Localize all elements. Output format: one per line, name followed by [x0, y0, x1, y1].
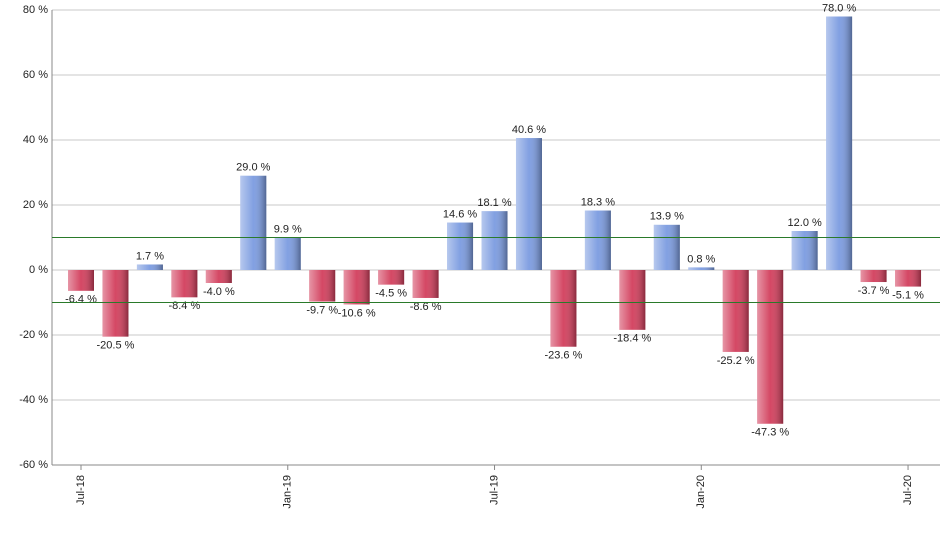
bar-shading — [240, 175, 267, 270]
value-label: -47.3 % — [751, 427, 789, 439]
bar-shading — [515, 138, 542, 270]
bar-shading — [205, 270, 232, 283]
bar-shading — [309, 270, 336, 302]
bar-shading — [136, 264, 163, 270]
y-tick-label: 40 % — [23, 134, 48, 146]
value-label: -6.4 % — [65, 294, 97, 306]
value-label: -3.7 % — [858, 285, 890, 297]
y-tick-label: 80 % — [23, 4, 48, 16]
value-label: -4.0 % — [203, 286, 235, 298]
value-label: -23.6 % — [544, 350, 582, 362]
y-tick-label: -40 % — [19, 394, 48, 406]
y-tick-label: 20 % — [23, 199, 48, 211]
bar-shading — [412, 270, 439, 298]
bar-shading — [343, 270, 370, 305]
bar-shading — [860, 270, 887, 283]
bar-shading — [688, 267, 715, 270]
bar-shading — [481, 211, 508, 270]
value-label: 14.6 % — [443, 208, 477, 220]
bar-shading — [102, 270, 129, 337]
value-label: 9.9 % — [274, 224, 302, 236]
bar-shading — [826, 16, 853, 270]
value-label: 1.7 % — [136, 250, 164, 262]
y-tick-label: -60 % — [19, 459, 48, 471]
y-tick-label: 60 % — [23, 69, 48, 81]
value-label: -10.6 % — [338, 307, 376, 319]
x-tick-label: Jul-18 — [75, 475, 87, 505]
value-label: 18.1 % — [477, 197, 511, 209]
bar-shading — [447, 222, 474, 270]
value-label: 18.3 % — [581, 196, 615, 208]
value-label: -20.5 % — [96, 340, 134, 352]
bar-shading — [619, 270, 646, 330]
value-label: 12.0 % — [788, 217, 822, 229]
bar-shading — [68, 270, 94, 291]
y-tick-label: 0 % — [29, 264, 48, 276]
value-label: 78.0 % — [822, 2, 856, 14]
value-label: -8.6 % — [410, 301, 442, 313]
x-tick-label: Jan-19 — [282, 475, 294, 509]
x-tick-label: Jul-19 — [488, 475, 500, 505]
bar-shading — [171, 270, 198, 298]
bar-shading — [791, 231, 818, 270]
bar-shading — [722, 270, 749, 352]
bar-shading — [584, 210, 611, 270]
bar-shading — [757, 270, 784, 424]
bar-shading — [895, 270, 922, 287]
bar-shading — [378, 270, 405, 285]
value-label: -5.1 % — [892, 289, 924, 301]
value-label: 0.8 % — [687, 253, 715, 265]
bar-shading — [274, 237, 301, 270]
x-tick-label: Jul-20 — [902, 475, 914, 505]
x-tick-label: Jan-20 — [695, 475, 707, 509]
bar-shading — [550, 270, 577, 347]
value-label: -4.5 % — [375, 288, 407, 300]
value-label: 40.6 % — [512, 124, 546, 136]
bar-shading — [653, 224, 680, 270]
value-label: -25.2 % — [717, 355, 755, 367]
value-label: 29.0 % — [236, 162, 270, 174]
value-label: -18.4 % — [613, 333, 651, 345]
value-label: 13.9 % — [650, 211, 684, 223]
y-tick-label: -20 % — [19, 329, 48, 341]
value-label: -8.4 % — [168, 300, 200, 312]
value-label: -9.7 % — [306, 304, 338, 316]
